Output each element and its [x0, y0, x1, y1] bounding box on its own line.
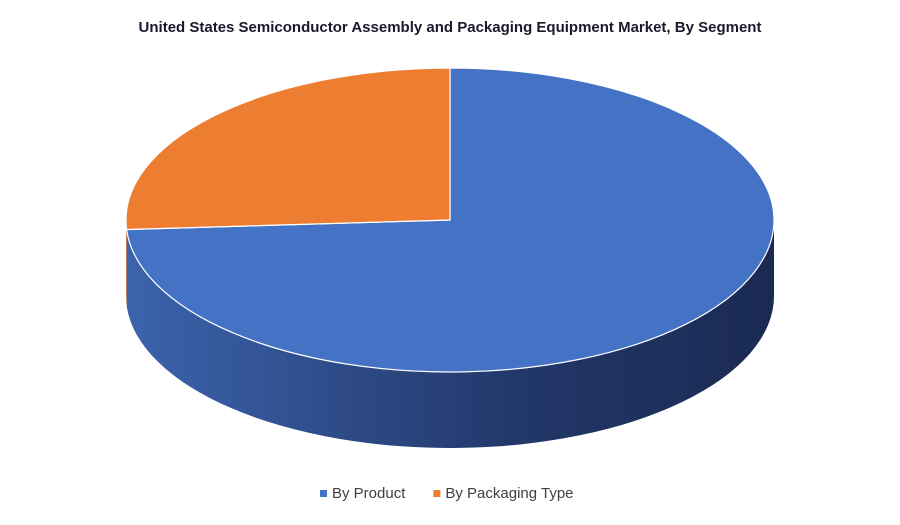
pie-side [126, 220, 127, 306]
legend-label: By Packaging Type [445, 485, 573, 502]
legend-swatch [433, 490, 441, 497]
chart-title: United States Semiconductor Assembly and… [139, 19, 762, 36]
pie-side [126, 220, 774, 448]
pie-slice [125, 67, 451, 231]
legend-swatch [320, 490, 327, 497]
legend-label: By Product [332, 485, 406, 502]
